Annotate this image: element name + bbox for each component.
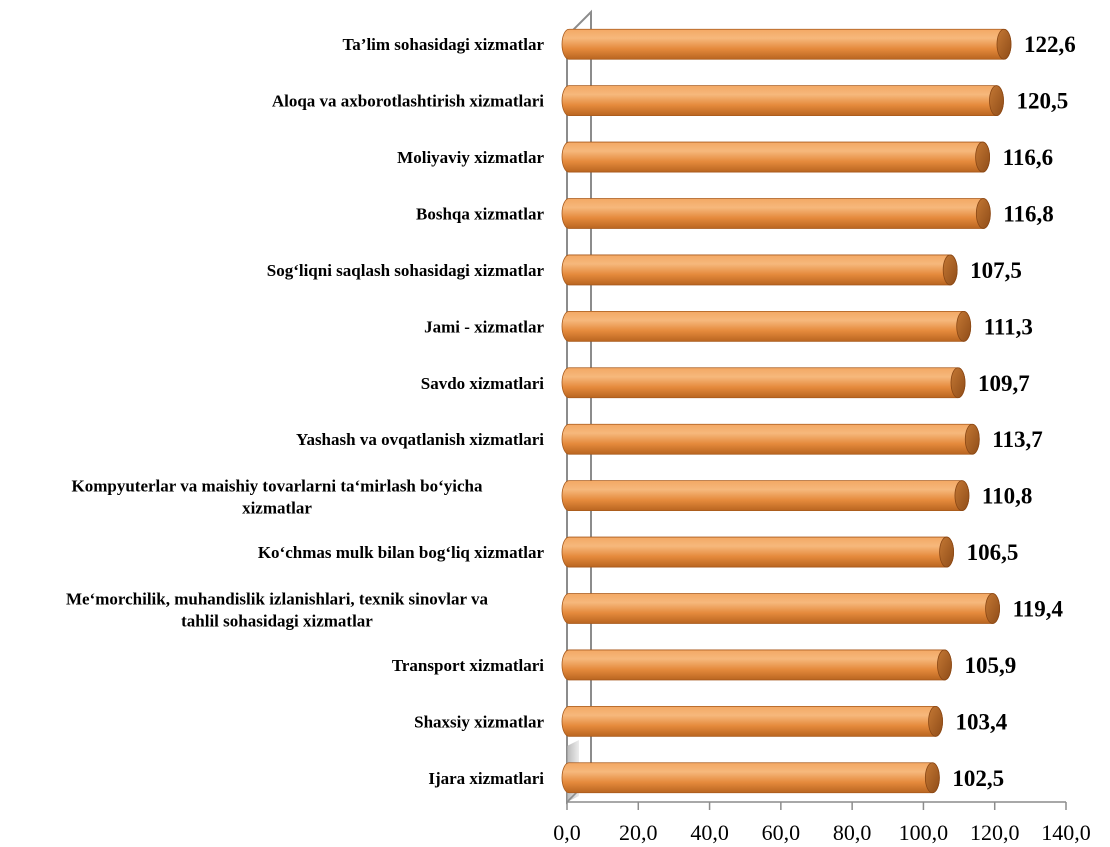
value-label: 103,4 xyxy=(956,709,1008,734)
category-label: Ko‘chmas mulk bilan bog‘liq xizmatlar xyxy=(258,543,545,562)
value-label: 106,5 xyxy=(967,540,1019,565)
category-label: tahlil sohasidagi xizmatlar xyxy=(181,612,373,631)
back-wall xyxy=(566,9,592,805)
bar xyxy=(561,85,1004,117)
x-tick-label: 40,0 xyxy=(690,820,729,845)
bar xyxy=(561,480,970,512)
value-label: 107,5 xyxy=(970,258,1022,283)
category-label: Moliyaviy xizmatlar xyxy=(397,148,544,167)
bar-cap xyxy=(975,141,990,173)
bar xyxy=(561,28,1012,60)
bar xyxy=(561,593,1000,624)
value-label: 113,7 xyxy=(992,427,1042,452)
x-tick-label: 80,0 xyxy=(833,820,872,845)
labels-layer: 0,0 20,0 40,0 60,0 80,0 100,0 120,0 140,0 122,6 T… xyxy=(66,32,1091,845)
bars-layer xyxy=(561,28,1012,794)
bar xyxy=(561,367,966,399)
category-label: Aloqa va axborotlashtirish xizmatlari xyxy=(272,92,544,111)
bar-cap xyxy=(964,423,980,455)
bar-cap xyxy=(956,310,972,342)
category-label: Sog‘liqni saqlash sohasidagi xizmatlar xyxy=(267,261,545,280)
bar-cap xyxy=(996,28,1012,60)
category-label: Shaxsiy xizmatlar xyxy=(414,712,544,731)
value-label: 116,6 xyxy=(1003,145,1053,170)
category-label: Boshqa xizmatlar xyxy=(416,205,544,224)
x-tick-label: 60,0 xyxy=(762,820,801,845)
bar xyxy=(561,423,980,455)
bar xyxy=(561,310,972,342)
value-label: 110,8 xyxy=(982,484,1032,509)
value-label: 111,3 xyxy=(984,314,1033,339)
x-tick-label: 100,0 xyxy=(899,820,949,845)
category-label: Ta’lim sohasidagi xizmatlar xyxy=(343,35,545,54)
bar-cap xyxy=(928,705,943,737)
value-label: 102,5 xyxy=(952,766,1004,791)
category-label: Yashash va ovqatlanish xizmatlari xyxy=(296,430,544,449)
bar-cap xyxy=(924,762,940,794)
value-label: 122,6 xyxy=(1024,32,1076,57)
category-label: Transport xizmatlari xyxy=(392,656,544,675)
category-label: xizmatlar xyxy=(242,499,312,518)
bar-cap xyxy=(989,85,1004,117)
bar xyxy=(561,141,990,173)
value-label: 119,4 xyxy=(1013,597,1064,622)
bar xyxy=(561,762,940,794)
value-label: 120,5 xyxy=(1016,89,1068,114)
bar xyxy=(561,198,991,229)
value-label: 105,9 xyxy=(964,653,1016,678)
bar xyxy=(561,705,943,737)
x-tick-label: 120,0 xyxy=(970,820,1020,845)
bar-cap xyxy=(937,649,952,681)
x-tick-label: 0,0 xyxy=(553,820,581,845)
bar xyxy=(561,536,954,568)
bar-cap xyxy=(954,480,970,512)
value-label: 116,8 xyxy=(1003,202,1053,227)
bar xyxy=(561,254,958,286)
value-label: 109,7 xyxy=(978,371,1030,396)
bar-cap xyxy=(950,367,966,399)
category-label: Me‘morchilik, muhandislik izlanishlari, … xyxy=(66,590,489,609)
bar-cap xyxy=(985,593,1000,624)
x-tick-label: 20,0 xyxy=(619,820,658,845)
category-label: Savdo xizmatlari xyxy=(421,374,545,393)
bar-cap xyxy=(975,198,991,229)
x-tick-label: 140,0 xyxy=(1041,820,1091,845)
bar-cap xyxy=(942,254,958,286)
axis-layer xyxy=(566,9,1067,810)
bar xyxy=(561,649,952,681)
bar-cap xyxy=(939,536,954,568)
category-label: Jami - xizmatlar xyxy=(424,317,544,336)
category-label: Ijara xizmatlari xyxy=(428,769,544,788)
category-label: Kompyuterlar va maishiy tovarlarni ta‘mi… xyxy=(72,477,483,496)
